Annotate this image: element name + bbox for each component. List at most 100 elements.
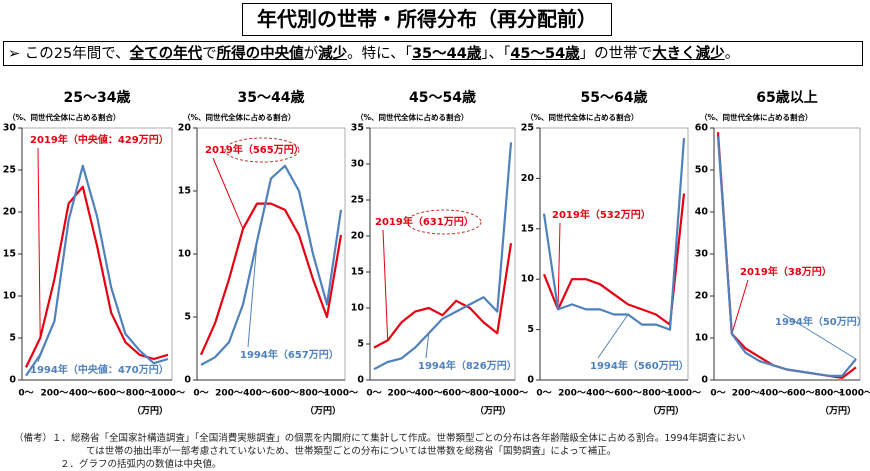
series-label: 1994年（826万円）	[418, 359, 517, 372]
highlight-ellipse	[406, 209, 482, 235]
annotation-arrow	[247, 241, 258, 348]
x-tick-label: 800～	[126, 389, 154, 399]
y-tick-label: 15	[521, 223, 534, 234]
x-tick-label: 600～	[271, 389, 299, 399]
y-tick-label: 10	[178, 249, 192, 260]
x-tick-label: 400～	[586, 389, 614, 399]
y-tick-label: 30	[351, 159, 365, 170]
y-tick-label: 15	[178, 186, 191, 197]
notes: （備考）１．総務省「全国家計構造調査」「全国消費実態調査」の個票を内閣府にて集計…	[14, 432, 864, 471]
x-tick-label: 400～	[243, 389, 271, 399]
annotation-arrow	[37, 147, 41, 339]
y-tick-label: 60	[695, 123, 709, 134]
annotation-arrow	[731, 279, 749, 334]
x-tick-label: 200～	[388, 389, 416, 399]
x-axis-label: （万円）	[132, 406, 168, 417]
x-tick-label: 600～	[97, 389, 125, 399]
x-tick-label: 0～	[536, 389, 551, 399]
series-label: 1994年（50万円）	[775, 315, 867, 328]
summary-text: 。	[724, 46, 740, 62]
y-tick-label: 0	[357, 375, 364, 386]
y-axis-label: （%、同世代全体に占める割合）	[8, 112, 121, 122]
series-label: 2019年（631万円）	[375, 215, 474, 228]
x-tick-label: 600～	[614, 389, 642, 399]
y-tick-label: 20	[695, 291, 709, 302]
annotation-arrow	[557, 222, 561, 310]
y-axis-label: （%、同世代全体に占める割合）	[700, 112, 813, 122]
chart-title: 55～64歳	[581, 89, 648, 106]
summary-emphasis: 大きく減少	[652, 46, 725, 62]
series-label: 1994年（657万円）	[240, 348, 339, 361]
series-line	[542, 193, 686, 326]
y-tick-label: 20	[521, 173, 535, 184]
summary-text: 」、「	[481, 46, 511, 62]
x-tick-label: 400～	[69, 389, 97, 399]
x-tick-label: 200～	[558, 389, 586, 399]
y-tick-label: 25	[3, 165, 16, 176]
series-line	[373, 142, 513, 371]
x-tick-label: 1000～	[494, 389, 528, 399]
x-tick-label: 1000～	[667, 389, 701, 399]
x-tick-label: 200～	[732, 389, 760, 399]
y-axis-label: （%、同世代全体に占める割合）	[526, 112, 639, 122]
y-tick-label: 5	[184, 312, 191, 323]
x-tick-label: 600～	[787, 389, 815, 399]
y-tick-label: 30	[695, 249, 709, 260]
summary-text: で	[202, 46, 217, 62]
y-tick-label: 20	[351, 231, 365, 242]
y-tick-label: 10	[3, 291, 17, 302]
x-tick-label: 1000～	[151, 389, 185, 399]
x-tick-label: 600～	[442, 389, 470, 399]
x-tick-label: 0～	[710, 389, 725, 399]
y-tick-label: 15	[351, 267, 364, 278]
annotation-arrow	[37, 321, 55, 363]
y-axis-label: （%、同世代全体に占める割合）	[356, 112, 469, 122]
x-tick-label: 1000～	[839, 389, 870, 399]
y-tick-label: 10	[695, 333, 709, 344]
y-tick-label: 25	[351, 195, 364, 206]
y-tick-label: 5	[527, 324, 534, 335]
x-axis-label: （万円）	[475, 406, 511, 417]
x-axis-label: （万円）	[820, 406, 856, 417]
series-line	[716, 132, 857, 379]
x-axis-label: （万円）	[648, 406, 684, 417]
summary-emphasis: 減少	[318, 46, 348, 62]
chart-title: 65歳以上	[756, 89, 817, 106]
summary-emphasis: 所得の中央値	[216, 46, 304, 62]
x-tick-label: 400～	[415, 389, 443, 399]
x-tick-label: 400～	[759, 389, 787, 399]
highlight-ellipse	[224, 137, 300, 163]
plot-frame	[369, 127, 516, 381]
chart-title: 35～44歳	[238, 89, 305, 106]
note: ２．グラフの括弧内の数値は中央値。	[60, 459, 222, 470]
y-tick-label: 50	[695, 165, 709, 176]
series-label: 2019年（532万円）	[552, 208, 651, 221]
y-axis-label: （%、同世代全体に占める割合）	[183, 112, 296, 122]
annotation-arrow	[597, 314, 629, 359]
y-tick-label: 0	[184, 375, 191, 386]
x-tick-label: 0～	[193, 389, 208, 399]
summary-text: 。特に、「	[347, 46, 412, 62]
y-tick-label: 20	[3, 207, 17, 218]
series-line	[199, 202, 343, 356]
summary: ➢ この25年間で、全ての年代で所得の中央値が減少。特に、「35～44歳」、「4…	[3, 41, 863, 66]
x-axis-label: （万円）	[305, 406, 341, 417]
page-title: 年代別の世帯・所得分布（再分配前）	[242, 3, 612, 36]
x-tick-label: 800～	[642, 389, 670, 399]
series-line	[373, 243, 513, 349]
series-label: 2019年（38万円）	[740, 265, 832, 278]
summary-text: ➢ この25年間で、	[8, 46, 130, 62]
annotation-arrow	[425, 333, 430, 359]
plot-frame	[196, 127, 346, 381]
x-tick-label: 200～	[215, 389, 243, 399]
annotation-arrow	[782, 313, 857, 360]
y-tick-label: 5	[9, 333, 16, 344]
plot-frame	[713, 127, 861, 381]
series-line	[716, 136, 857, 377]
chart-title: 45～54歳	[409, 89, 476, 106]
y-tick-label: 10	[521, 274, 535, 285]
y-tick-label: 15	[3, 249, 16, 260]
x-tick-label: 800～	[299, 389, 327, 399]
x-tick-label: 0～	[366, 389, 381, 399]
